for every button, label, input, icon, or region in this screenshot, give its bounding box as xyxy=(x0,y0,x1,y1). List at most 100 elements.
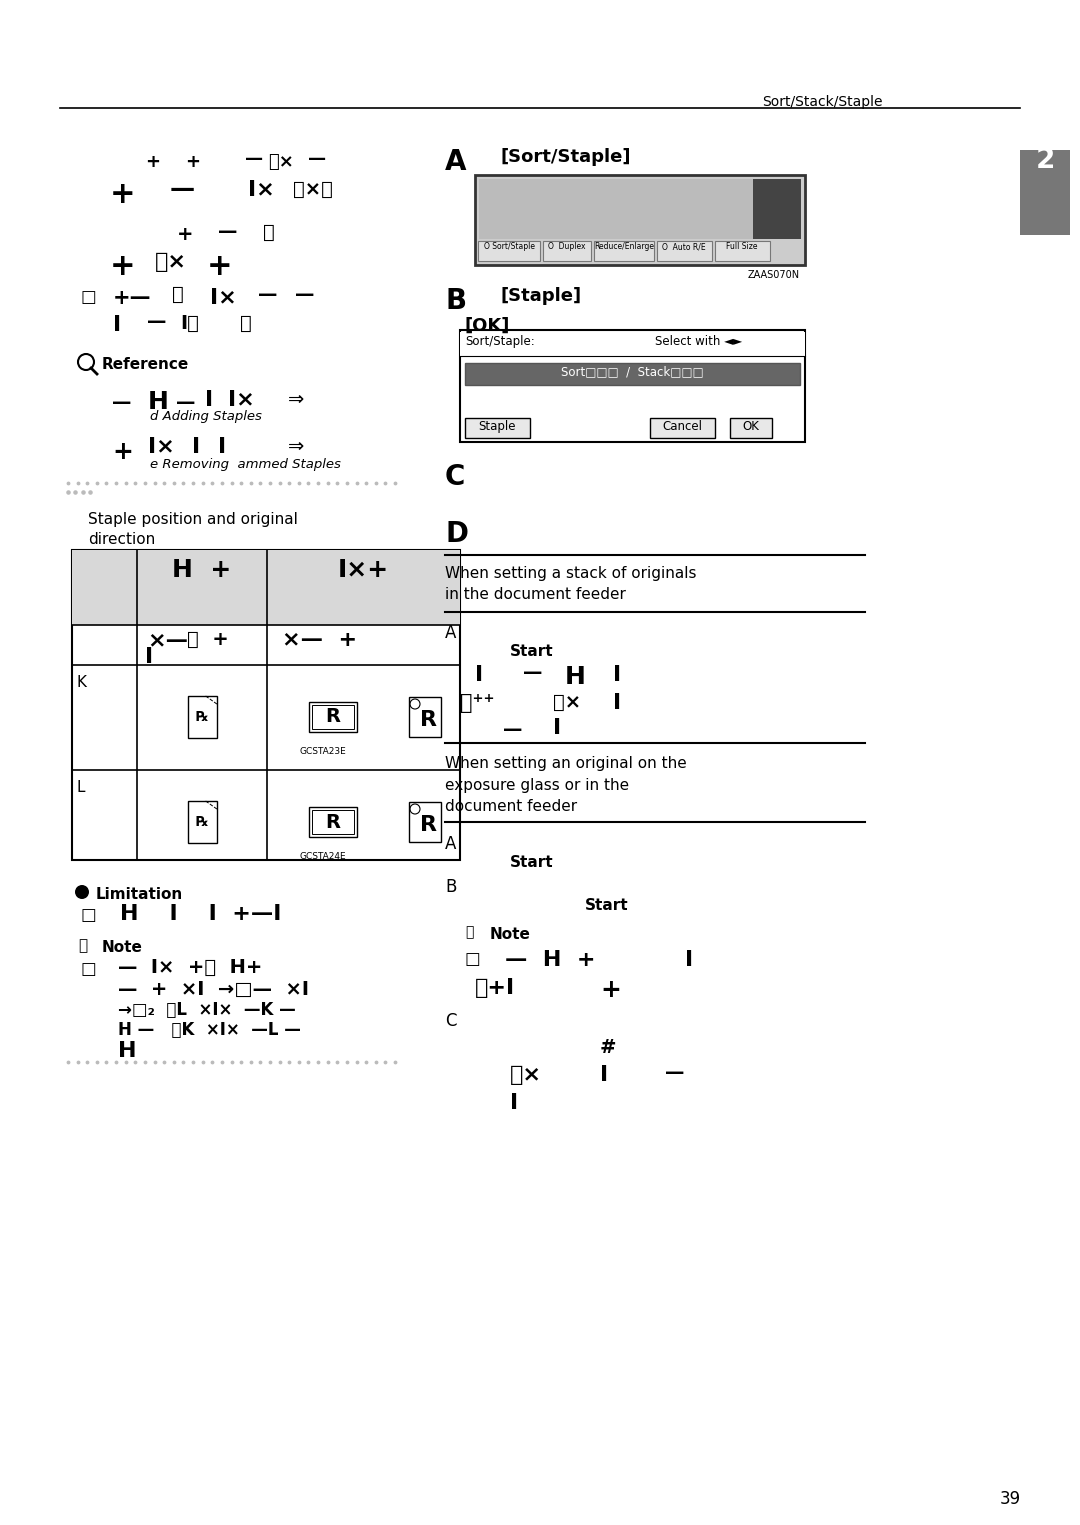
Bar xyxy=(72,551,460,625)
Bar xyxy=(475,175,805,265)
Text: ZAAS070N: ZAAS070N xyxy=(747,270,800,281)
Text: Start: Start xyxy=(585,898,629,913)
Text: H: H xyxy=(148,390,168,413)
Bar xyxy=(465,418,530,438)
Text: □: □ xyxy=(465,950,481,968)
Bar xyxy=(753,178,801,239)
Text: d Adding Staples: d Adding Staples xyxy=(150,410,261,422)
Text: H    I    I  +—I: H I I +—I xyxy=(120,904,282,924)
Text: +: + xyxy=(145,152,160,171)
Text: R: R xyxy=(420,814,437,836)
Text: ⏻  +: ⏻ + xyxy=(187,630,229,650)
Text: OK: OK xyxy=(743,419,759,433)
Text: I×: I× xyxy=(248,180,274,200)
Text: K: K xyxy=(77,676,87,689)
Text: +: + xyxy=(600,978,621,1002)
Text: A: A xyxy=(445,624,457,642)
Text: I: I xyxy=(145,647,153,666)
Bar xyxy=(188,801,217,843)
Text: R: R xyxy=(325,813,340,831)
Text: ⏻: ⏻ xyxy=(240,314,252,332)
Bar xyxy=(72,551,460,860)
Bar xyxy=(460,332,805,355)
Text: H  +: H + xyxy=(173,558,231,583)
Text: ⇒: ⇒ xyxy=(288,390,305,409)
Text: ×—: ×— xyxy=(147,630,188,650)
Text: I: I xyxy=(475,665,483,685)
Text: I⏻: I⏻ xyxy=(180,314,199,332)
Text: I: I xyxy=(685,950,693,970)
Text: D: D xyxy=(445,520,468,547)
Text: e Removing  ammed Staples: e Removing ammed Staples xyxy=(150,458,341,471)
Text: Limitation: Limitation xyxy=(96,888,184,901)
Text: ⇒: ⇒ xyxy=(288,438,305,456)
Text: +—: +— xyxy=(113,288,151,308)
Text: +: + xyxy=(177,226,193,244)
Text: Staple: Staple xyxy=(478,419,516,433)
Bar xyxy=(312,810,354,834)
Bar xyxy=(594,241,654,261)
Text: I: I xyxy=(613,692,621,714)
Text: —: — xyxy=(308,149,326,168)
Text: Sort□□□  /  Stack□□□: Sort□□□ / Stack□□□ xyxy=(561,364,703,378)
Text: B: B xyxy=(445,287,467,316)
Text: I×: I× xyxy=(148,438,175,458)
Text: —: — xyxy=(147,313,166,331)
Text: Reference: Reference xyxy=(102,357,189,372)
Text: H —   ⏻K  ×I×  —L —: H — ⏻K ×I× —L — xyxy=(118,1022,301,1039)
Text: I: I xyxy=(218,438,226,458)
Text: 📝: 📝 xyxy=(78,938,87,953)
Text: B: B xyxy=(445,878,457,897)
Text: —: — xyxy=(170,177,195,201)
Text: Select with ◄►: Select with ◄► xyxy=(654,336,742,348)
Text: —: — xyxy=(218,223,238,241)
Text: Full Size: Full Size xyxy=(726,242,758,252)
Text: ℞: ℞ xyxy=(195,711,208,724)
Text: +: + xyxy=(207,252,232,281)
Text: +: + xyxy=(185,152,200,171)
Text: Cancel: Cancel xyxy=(662,419,702,433)
Text: ⏻×: ⏻× xyxy=(510,1064,542,1084)
Text: When setting a stack of originals: When setting a stack of originals xyxy=(445,566,697,581)
Text: R: R xyxy=(325,708,340,726)
Text: —: — xyxy=(245,149,264,168)
Text: I: I xyxy=(553,718,562,738)
Text: —: — xyxy=(295,285,314,303)
Text: —  H  +: — H + xyxy=(505,950,595,970)
Text: ℞: ℞ xyxy=(195,814,208,830)
Text: When setting an original on the: When setting an original on the xyxy=(445,756,687,772)
Text: □: □ xyxy=(80,906,96,924)
Text: —: — xyxy=(176,393,195,412)
Text: A: A xyxy=(445,836,457,852)
Text: ×—  +: ×— + xyxy=(282,630,357,650)
Text: □: □ xyxy=(80,288,96,307)
Text: I: I xyxy=(192,438,200,458)
Text: Start: Start xyxy=(510,856,554,869)
Text: +: + xyxy=(110,180,136,209)
Bar xyxy=(543,241,591,261)
Text: [OK]: [OK] xyxy=(465,317,511,336)
Text: —: — xyxy=(503,720,523,740)
Text: Reduce/Enlarge: Reduce/Enlarge xyxy=(594,242,654,252)
Text: I: I xyxy=(600,1064,608,1084)
Text: [Sort/Staple]: [Sort/Staple] xyxy=(500,148,631,166)
Text: I: I xyxy=(205,390,213,410)
Text: in the document feeder: in the document feeder xyxy=(445,587,626,602)
Text: I×: I× xyxy=(228,390,255,410)
Text: ⏻: ⏻ xyxy=(172,285,184,303)
Text: +: + xyxy=(112,441,133,464)
Text: I: I xyxy=(113,316,121,336)
Text: #: # xyxy=(600,1039,617,1057)
Text: C: C xyxy=(445,1013,457,1029)
Text: I: I xyxy=(510,1093,518,1113)
Text: O  Auto R/E: O Auto R/E xyxy=(662,242,706,252)
Text: 📝: 📝 xyxy=(465,926,473,939)
Text: ⏻×⏻: ⏻×⏻ xyxy=(293,180,333,198)
Text: L: L xyxy=(77,779,85,795)
Text: ⏻⁺⁺: ⏻⁺⁺ xyxy=(460,692,495,714)
Text: Sort/Stack/Staple: Sort/Stack/Staple xyxy=(762,95,882,108)
Text: ⏻+I: ⏻+I xyxy=(475,978,515,997)
Bar xyxy=(188,695,217,738)
Text: GCSTA24E: GCSTA24E xyxy=(299,852,347,862)
Bar xyxy=(1020,149,1070,235)
